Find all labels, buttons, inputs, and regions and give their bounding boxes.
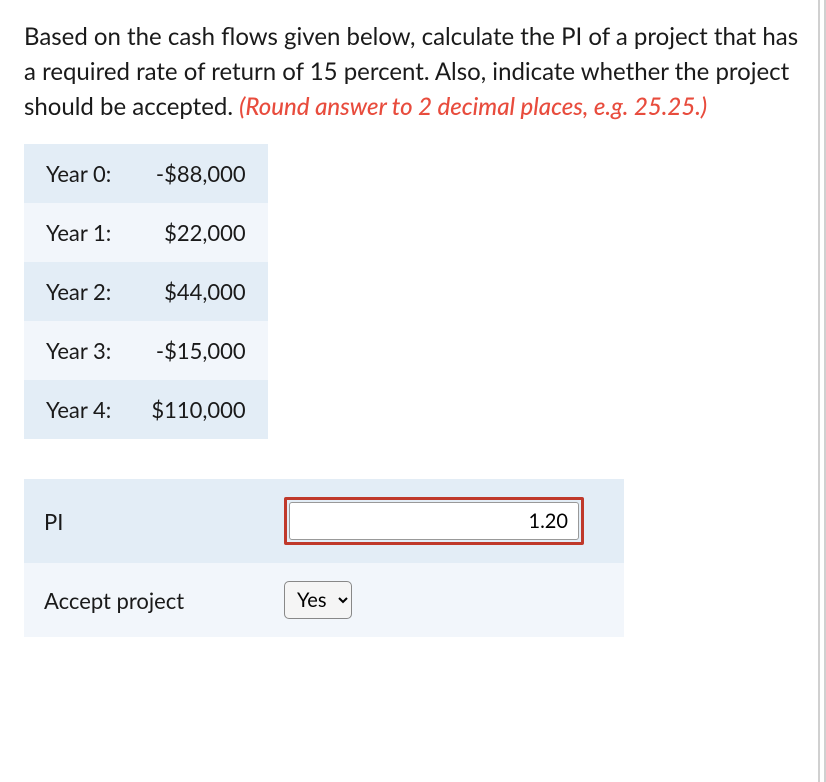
year-value: -$88,000 [141, 144, 267, 203]
accept-row: Accept project Yes No [24, 563, 624, 637]
year-value: $44,000 [141, 262, 267, 321]
year-value: -$15,000 [141, 321, 267, 380]
table-row: Year 4: $110,000 [24, 380, 268, 439]
answer-table: PI Accept project Yes No [24, 479, 624, 637]
year-label: Year 4: [24, 380, 141, 439]
accept-select[interactable]: Yes No [284, 581, 352, 619]
year-label: Year 2: [24, 262, 141, 321]
pi-input-wrap [284, 497, 584, 545]
table-row: Year 0: -$88,000 [24, 144, 268, 203]
accept-select-cell: Yes No [264, 563, 624, 637]
table-row: Year 2: $44,000 [24, 262, 268, 321]
question-text: Based on the cash flows given below, cal… [24, 20, 802, 124]
table-row: Year 3: -$15,000 [24, 321, 268, 380]
page-border-right [818, 0, 820, 782]
accept-label: Accept project [24, 563, 264, 637]
pi-label: PI [24, 479, 264, 563]
year-label: Year 3: [24, 321, 141, 380]
table-row: Year 1: $22,000 [24, 203, 268, 262]
pi-input-cell [264, 479, 624, 563]
year-label: Year 1: [24, 203, 141, 262]
year-value: $22,000 [141, 203, 267, 262]
cashflow-table: Year 0: -$88,000 Year 1: $22,000 Year 2:… [24, 144, 268, 439]
pi-input[interactable] [289, 502, 579, 540]
year-label: Year 0: [24, 144, 141, 203]
year-value: $110,000 [141, 380, 267, 439]
pi-row: PI [24, 479, 624, 563]
question-hint: (Round answer to 2 decimal places, e.g. … [239, 92, 707, 121]
